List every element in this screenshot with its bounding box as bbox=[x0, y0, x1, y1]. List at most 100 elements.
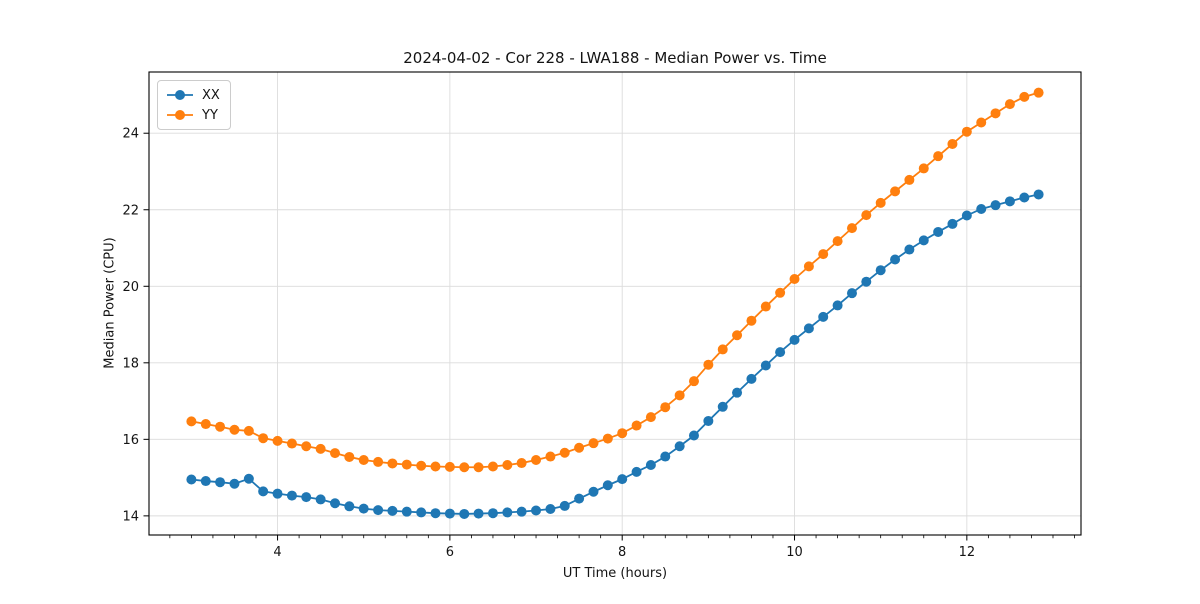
series-xx-marker bbox=[531, 505, 542, 516]
series-xx-marker bbox=[330, 498, 341, 509]
series-yy-marker bbox=[617, 428, 628, 439]
series-yy-marker bbox=[890, 186, 901, 197]
series-xx-marker bbox=[200, 476, 211, 487]
series-yy-marker bbox=[401, 459, 412, 470]
series-yy-marker bbox=[315, 443, 326, 454]
series-yy-marker bbox=[1033, 87, 1044, 98]
y-tick-label: 18 bbox=[122, 356, 139, 371]
series-yy-marker bbox=[918, 163, 929, 174]
series-yy-marker bbox=[1019, 91, 1030, 102]
series-xx-marker bbox=[588, 486, 599, 497]
series-xx-marker bbox=[947, 218, 958, 229]
series-xx-marker bbox=[1033, 189, 1044, 200]
series-yy-marker bbox=[861, 210, 872, 221]
series-xx-marker bbox=[660, 451, 671, 462]
series-xx-marker bbox=[1019, 192, 1030, 203]
legend-swatch-yy-icon bbox=[167, 110, 193, 120]
legend: XX YY bbox=[157, 80, 231, 130]
series-xx-marker bbox=[401, 506, 412, 517]
series-yy-marker bbox=[961, 126, 972, 137]
series-xx-marker bbox=[243, 473, 254, 484]
series-yy-marker bbox=[430, 461, 441, 472]
legend-label-xx: XX bbox=[202, 87, 220, 103]
series-yy-marker bbox=[818, 249, 829, 260]
series-xx-marker bbox=[760, 360, 771, 371]
series-yy-marker bbox=[846, 223, 857, 234]
series-yy-marker bbox=[416, 460, 427, 471]
series-xx-marker bbox=[229, 478, 240, 489]
series-xx-marker bbox=[617, 474, 628, 485]
series-yy-marker bbox=[645, 412, 656, 423]
series-yy-marker bbox=[660, 402, 671, 413]
series-xx-marker bbox=[961, 210, 972, 221]
series-yy-marker bbox=[631, 420, 642, 431]
legend-marker-yy bbox=[175, 110, 185, 120]
series-xx-marker bbox=[688, 430, 699, 441]
series-xx-marker bbox=[976, 203, 987, 214]
series-yy-marker bbox=[732, 330, 743, 341]
legend-label-yy: YY bbox=[202, 107, 218, 123]
legend-marker-xx bbox=[175, 90, 185, 100]
x-axis-label: UT Time (hours) bbox=[562, 566, 668, 581]
series-yy-marker bbox=[387, 458, 398, 469]
series-xx-marker bbox=[473, 508, 484, 519]
series-xx-marker bbox=[559, 500, 570, 511]
series-yy-marker bbox=[344, 451, 355, 462]
x-tick-label: 8 bbox=[618, 545, 626, 560]
series-xx-line bbox=[191, 193, 1039, 515]
series-yy-marker bbox=[330, 448, 341, 459]
series-xx-marker bbox=[387, 505, 398, 516]
series-xx-marker bbox=[344, 501, 355, 512]
series-yy-line bbox=[191, 91, 1039, 469]
series-yy-marker bbox=[473, 462, 484, 473]
series-yy-marker bbox=[215, 421, 226, 432]
series-yy-marker bbox=[487, 461, 498, 472]
legend-entry-yy: YY bbox=[166, 106, 220, 124]
series-xx-marker bbox=[444, 508, 455, 519]
series-xx-marker bbox=[818, 311, 829, 322]
series-xx-marker bbox=[272, 488, 283, 499]
y-tick-label: 20 bbox=[122, 280, 139, 295]
series-xx-marker bbox=[602, 480, 613, 491]
x-tick-label: 6 bbox=[446, 545, 454, 560]
series-xx-marker bbox=[358, 503, 369, 514]
series-yy-marker bbox=[444, 461, 455, 472]
series-yy-marker bbox=[904, 174, 915, 185]
series-yy-marker bbox=[703, 359, 714, 370]
series-yy-marker bbox=[186, 416, 197, 427]
series-xx-marker bbox=[918, 235, 929, 246]
series-yy-marker bbox=[717, 344, 728, 355]
x-tick-label: 10 bbox=[786, 545, 803, 560]
series-xx-marker bbox=[890, 254, 901, 265]
series-yy-marker bbox=[258, 433, 269, 444]
chart-title: 2024-04-02 - Cor 228 - LWA188 - Median P… bbox=[403, 49, 827, 67]
y-tick-label: 22 bbox=[122, 203, 139, 218]
series-yy-marker bbox=[976, 117, 987, 128]
series-xx-marker bbox=[803, 323, 814, 334]
series-xx-marker bbox=[846, 288, 857, 299]
y-tick-label: 24 bbox=[122, 127, 139, 142]
series-yy-marker bbox=[358, 455, 369, 465]
series-yy-marker bbox=[803, 261, 814, 272]
series-yy-marker bbox=[760, 301, 771, 312]
series-xx-marker bbox=[459, 508, 470, 519]
series-xx-marker bbox=[775, 347, 786, 358]
series-xx-marker bbox=[286, 490, 297, 501]
series-yy-marker bbox=[559, 447, 570, 458]
series-yy-marker bbox=[243, 425, 254, 436]
series-yy-marker bbox=[947, 138, 958, 149]
series-xx-marker bbox=[416, 507, 427, 518]
legend-swatch-xx-icon bbox=[167, 90, 193, 100]
series-yy-marker bbox=[789, 274, 800, 285]
series-xx-marker bbox=[645, 459, 656, 470]
series-xx-marker bbox=[717, 401, 728, 412]
series-yy-marker bbox=[1004, 99, 1015, 110]
axes-box bbox=[148, 71, 1082, 536]
series-yy-marker bbox=[200, 419, 211, 430]
series-xx-marker bbox=[502, 507, 513, 518]
y-tick-label: 14 bbox=[122, 509, 139, 524]
series-yy-marker bbox=[746, 315, 757, 326]
series-yy-marker bbox=[574, 442, 585, 453]
series-yy-marker bbox=[875, 197, 886, 208]
